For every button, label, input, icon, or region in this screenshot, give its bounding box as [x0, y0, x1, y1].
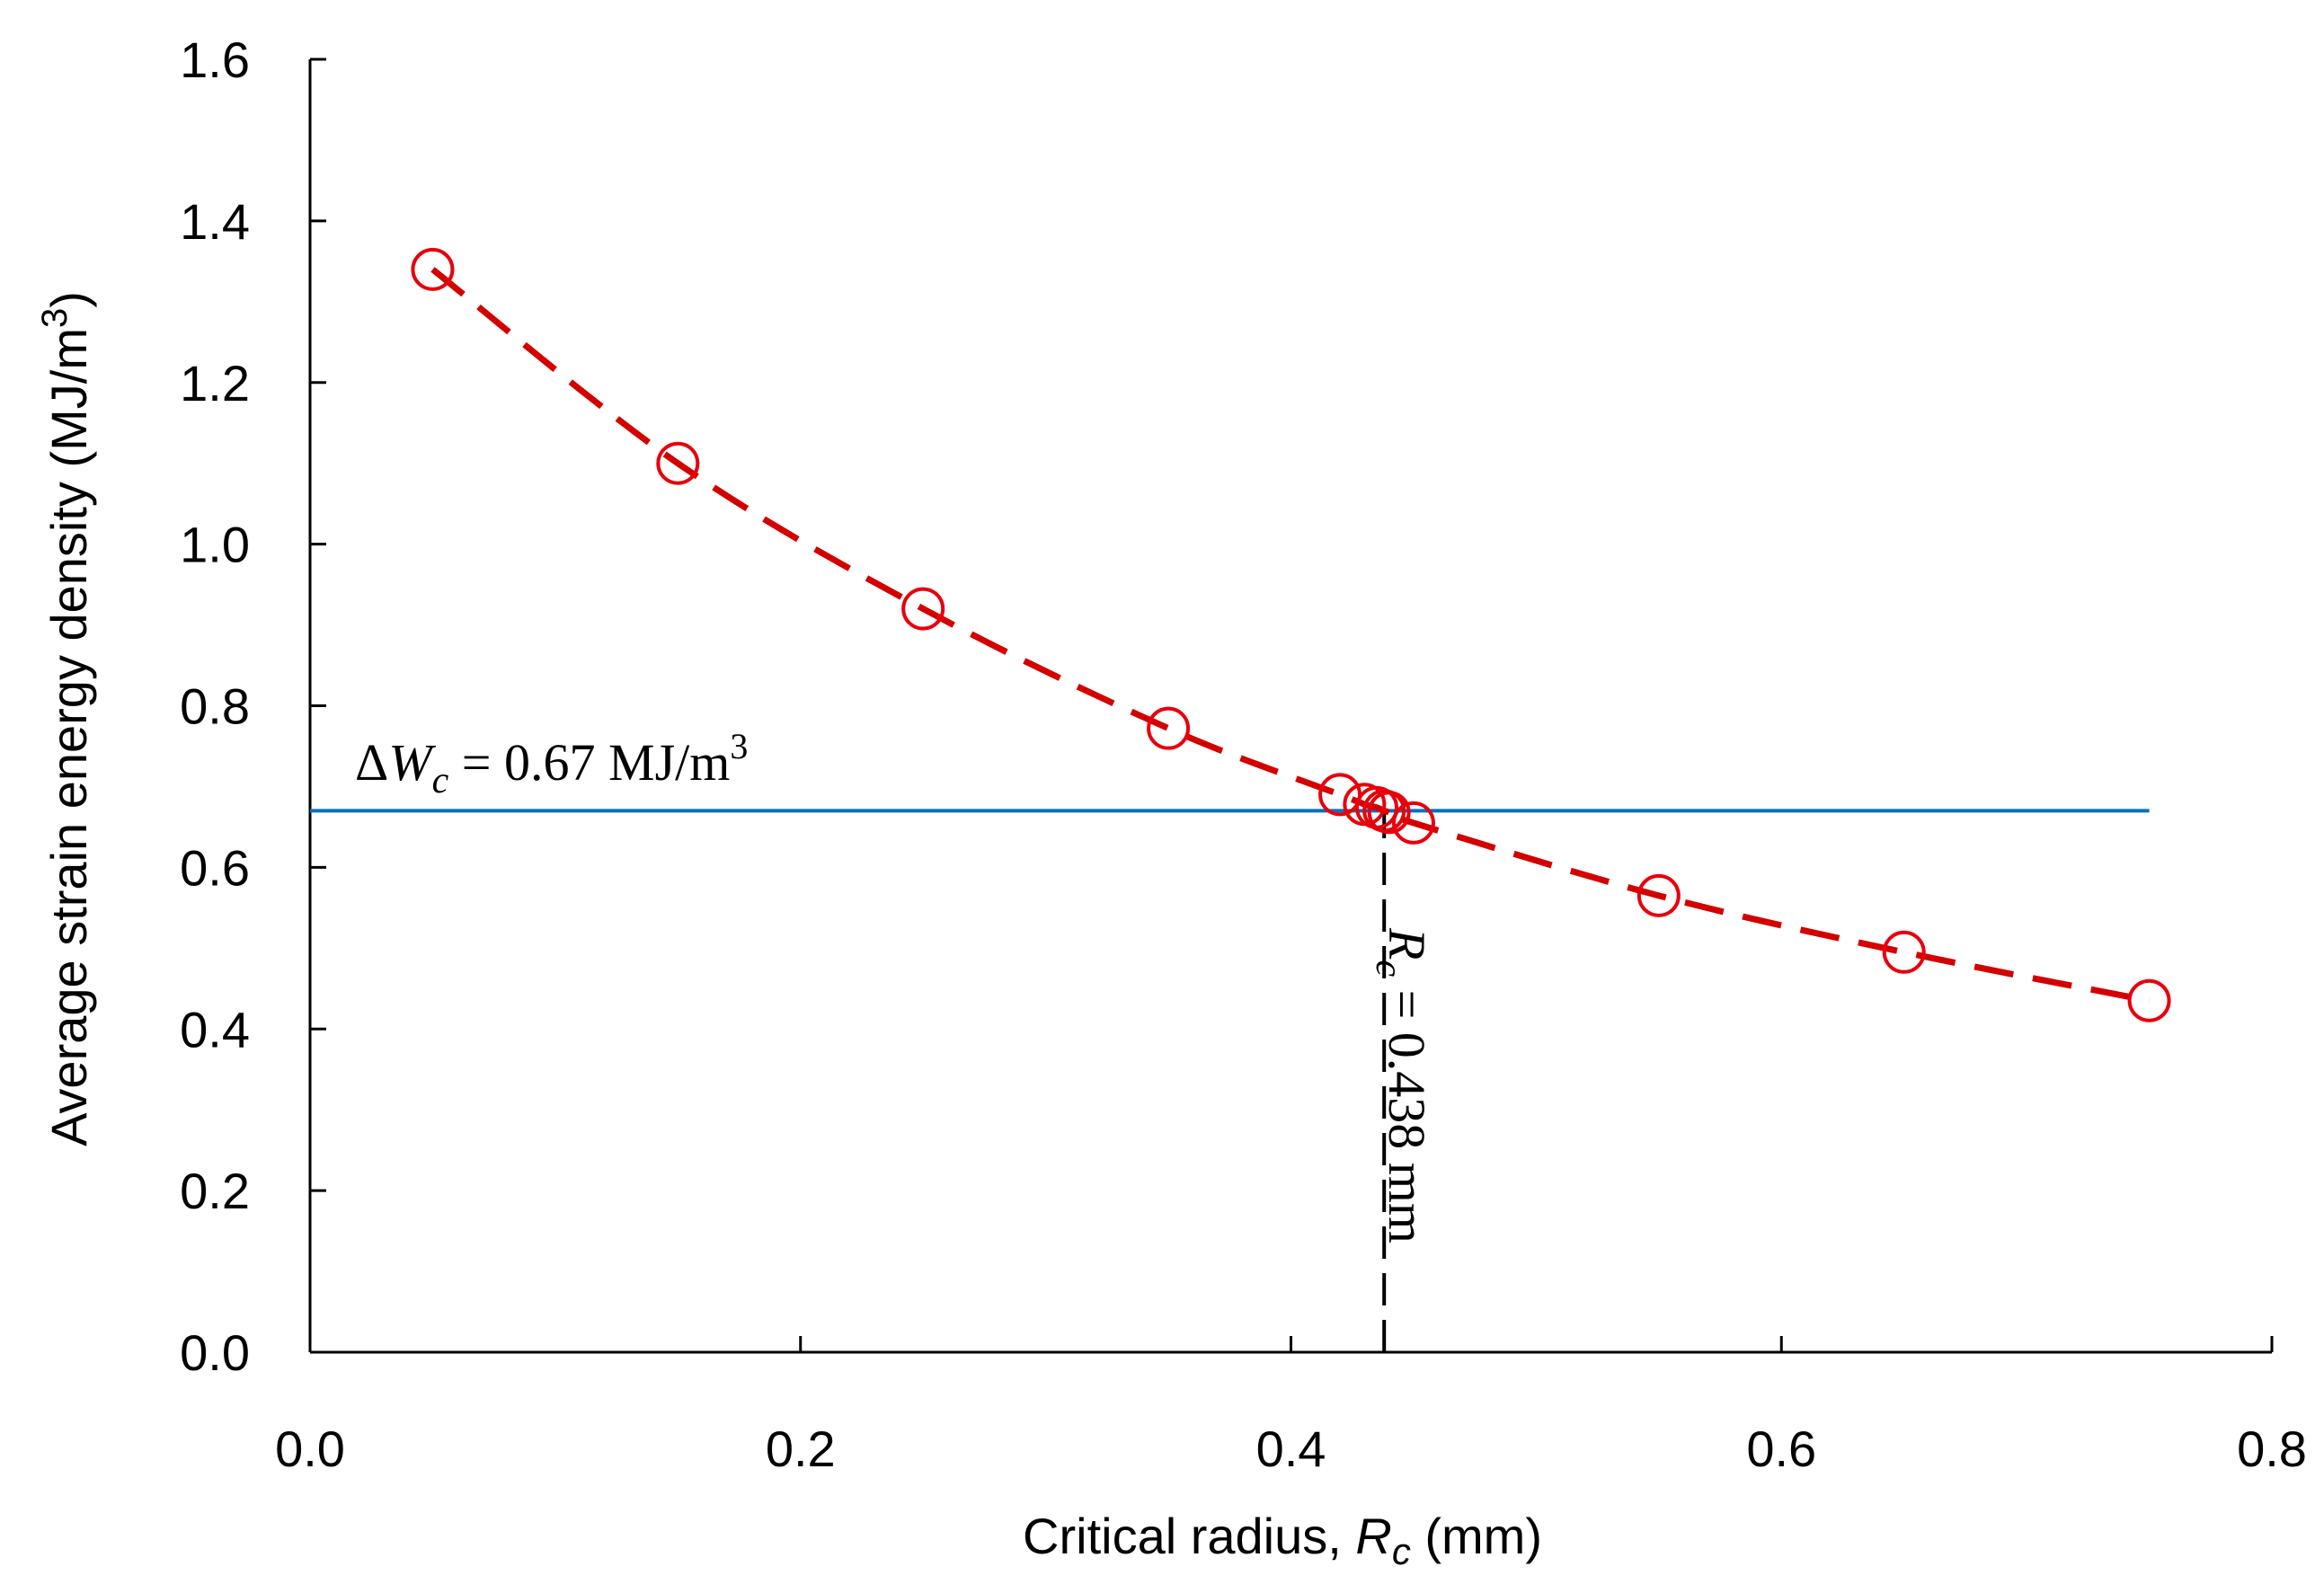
- x-tick-label: 0.0: [275, 1420, 345, 1477]
- y-tick-label: 0.2: [180, 1163, 250, 1219]
- y-tick-label: 0.6: [180, 839, 250, 896]
- series-dashed-curve: [430, 267, 2151, 1004]
- x-axis-title-prefix: Critical radius,: [1023, 1508, 1355, 1564]
- delta-symbol: Δ: [355, 733, 388, 792]
- y-tick-label: 1.0: [180, 517, 250, 573]
- data-point: [411, 247, 455, 291]
- y-axis-title-suffix: ): [40, 291, 97, 308]
- data-point: [656, 441, 700, 485]
- series-curve: [430, 267, 2151, 1004]
- data-point: [2127, 978, 2171, 1022]
- critical-radius-label: Rc = 0.438 mm: [1368, 927, 1436, 1243]
- y-axis-title-superscript: 3: [35, 308, 75, 328]
- critical-energy-value: = 0.67 MJ/m: [448, 733, 730, 792]
- x-axis-title: Critical radius, Rc (mm): [1023, 1508, 1542, 1572]
- r-subscript: c: [1368, 960, 1409, 977]
- w-symbol: W: [388, 733, 436, 792]
- y-tick-label: 0.0: [180, 1324, 250, 1381]
- y-axis-title-text: Average strain energy density (MJ/m: [40, 328, 97, 1146]
- data-point: [1367, 791, 1411, 835]
- r-symbol: R: [1378, 927, 1436, 960]
- y-tick-label: 1.2: [180, 355, 250, 411]
- x-tick-label: 0.8: [2237, 1420, 2307, 1477]
- y-tick-label: 0.8: [180, 678, 250, 735]
- critical-energy-label: ΔWc = 0.67 MJ/m3: [355, 726, 748, 801]
- x-axis-title-suffix: (mm): [1411, 1508, 1542, 1564]
- x-tick-label: 0.4: [1256, 1420, 1326, 1477]
- critical-radius-value: = 0.438 mm: [1378, 977, 1436, 1243]
- y-axis-ticks: 0.0 0.2 0.4 0.6 0.8 1.0 1.2 1.4 1.6: [180, 31, 326, 1381]
- x-axis-ticks: 0.0 0.2 0.4 0.6 0.8: [275, 1336, 2307, 1477]
- data-point: [1882, 930, 1926, 974]
- y-tick-label: 1.4: [180, 193, 250, 250]
- y-tick-label: 0.4: [180, 1001, 250, 1057]
- y-tick-label: 1.6: [180, 31, 250, 88]
- data-point: [1637, 873, 1681, 917]
- data-point: [1147, 706, 1191, 750]
- data-point: [901, 587, 945, 631]
- critical-energy-superscript: 3: [730, 726, 748, 766]
- x-tick-label: 0.2: [766, 1420, 836, 1477]
- y-axis-title: Average strain energy density (MJ/m3): [35, 291, 97, 1146]
- x-axis-title-symbol: R: [1355, 1508, 1391, 1564]
- data-points: [411, 247, 2171, 1022]
- w-subscript: c: [432, 760, 449, 801]
- data-point: [1391, 801, 1435, 845]
- x-tick-label: 0.6: [1746, 1420, 1816, 1477]
- x-axis-title-subscript: c: [1392, 1530, 1411, 1572]
